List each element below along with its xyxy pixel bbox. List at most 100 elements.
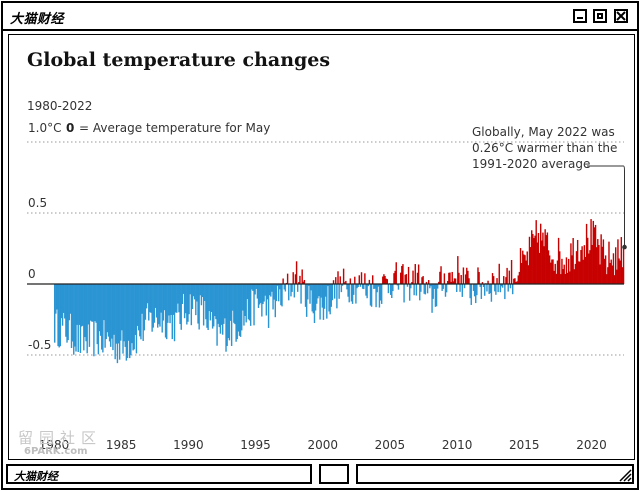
monthly-bar (172, 284, 175, 315)
maximize-button[interactable] (593, 9, 607, 23)
monthly-bar (236, 284, 238, 340)
title-bar[interactable]: 大猫财经 (3, 3, 637, 31)
monthly-bar (455, 284, 458, 292)
monthly-bar (445, 284, 448, 293)
monthly-bar (534, 235, 536, 284)
monthly-bar (350, 284, 353, 302)
status-panel-right (356, 464, 634, 484)
monthly-bar (243, 284, 245, 326)
monthly-bar (621, 267, 624, 284)
monthly-bar (214, 284, 216, 317)
monthly-bar (374, 284, 376, 289)
monthly-bar (444, 284, 447, 297)
monthly-bar (339, 276, 341, 284)
annotation-text: 0.26°C warmer than the (472, 141, 617, 155)
monthly-bar (450, 281, 452, 284)
monthly-bar (475, 284, 477, 304)
monthly-bar (121, 284, 123, 331)
monthly-bar (324, 284, 327, 297)
monthly-bar (569, 271, 571, 284)
monthly-bar (523, 254, 525, 284)
monthly-bar (545, 235, 547, 284)
monthly-bar (196, 284, 198, 302)
monthly-bar (501, 284, 504, 288)
chart-panel: Global temperature changes 1980-2022 0.5… (8, 34, 635, 460)
monthly-bar (126, 284, 129, 358)
monthly-bar (464, 274, 467, 284)
monthly-bar (242, 284, 244, 311)
monthly-bar (217, 284, 219, 324)
monthly-bar (307, 284, 309, 300)
monthly-bar (70, 284, 73, 349)
close-button[interactable] (614, 9, 628, 23)
monthly-bar (228, 284, 231, 341)
watermark: 留园社区 6PARK.com (18, 427, 108, 459)
monthly-bar (140, 284, 142, 340)
monthly-bar (75, 284, 77, 352)
monthly-bar (230, 284, 233, 346)
monthly-bar (386, 279, 388, 284)
monthly-bar (244, 284, 246, 317)
monthly-bar (607, 267, 609, 284)
monthly-bar (421, 277, 423, 284)
monthly-bar (234, 284, 236, 325)
monthly-bar (403, 284, 405, 303)
monthly-bar (209, 284, 212, 321)
monthly-bar (186, 284, 188, 325)
monthly-bar (382, 276, 384, 284)
monthly-bar (144, 284, 147, 320)
monthly-bar (67, 284, 69, 341)
monthly-bar (385, 278, 387, 284)
monthly-bar (559, 251, 561, 284)
monthly-bar (148, 284, 150, 321)
monthly-bar (345, 280, 347, 284)
monthly-bar (207, 284, 209, 331)
monthly-bar (163, 284, 166, 311)
monthly-bar (410, 284, 412, 289)
monthly-bar (498, 263, 500, 284)
monthly-bar (377, 284, 380, 287)
monthly-bar (579, 261, 581, 284)
monthly-bar (286, 273, 289, 284)
monthly-bar (293, 284, 296, 298)
monthly-bar (349, 278, 352, 284)
monthly-bar (489, 284, 491, 294)
monthly-bar (102, 284, 104, 353)
monthly-bar (145, 284, 148, 309)
monthly-bar (595, 247, 598, 284)
x-tick-label: 1995 (240, 438, 271, 452)
monthly-bar (608, 241, 610, 284)
monthly-bar (301, 269, 303, 284)
monthly-bar (233, 284, 235, 323)
monthly-bar (457, 256, 459, 284)
monthly-bar (433, 284, 436, 289)
monthly-bar (80, 284, 83, 327)
monthly-bar (201, 284, 204, 298)
monthly-bar (612, 253, 615, 284)
monthly-bar (492, 276, 495, 284)
monthly-bar (358, 275, 360, 284)
monthly-bar (379, 284, 382, 301)
monthly-bar (541, 240, 543, 284)
monthly-bar (364, 273, 366, 284)
monthly-bar (580, 249, 582, 284)
monthly-bar (395, 262, 397, 284)
monthly-bar (191, 284, 194, 310)
resize-grip-icon[interactable] (616, 466, 632, 482)
minimize-button[interactable] (573, 9, 587, 23)
monthly-bar (337, 271, 339, 284)
monthly-bar (405, 274, 408, 284)
monthly-bar (380, 284, 383, 304)
monthly-bar (216, 284, 218, 346)
monthly-bar (198, 284, 200, 330)
monthly-bar (252, 284, 254, 291)
monthly-bar (329, 284, 331, 315)
monthly-bar (479, 284, 481, 287)
monthly-bar (305, 284, 308, 317)
monthly-bar (570, 243, 572, 284)
monthly-bar (253, 284, 255, 326)
status-text: 大猫财经 (14, 470, 58, 483)
monthly-bar (622, 247, 625, 284)
monthly-bar (113, 284, 115, 335)
monthly-bar (411, 282, 413, 284)
